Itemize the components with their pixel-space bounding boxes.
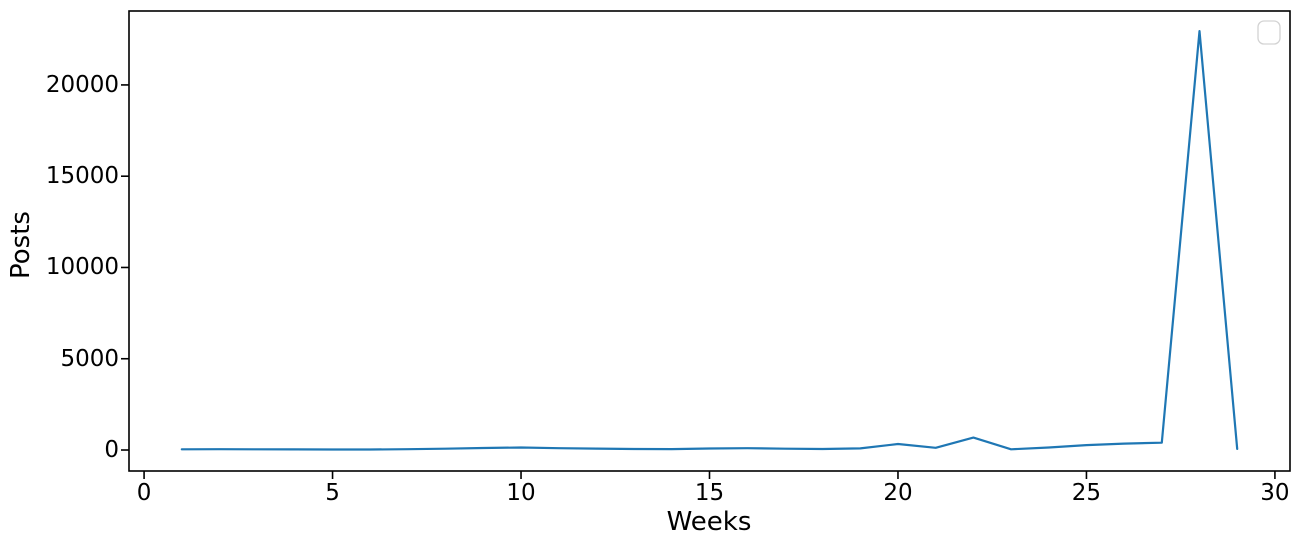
x-tick-label: 20 bbox=[883, 480, 913, 506]
plot-border bbox=[128, 10, 1291, 472]
x-tick-label: 30 bbox=[1260, 480, 1290, 506]
x-axis-label: Weeks bbox=[666, 507, 752, 537]
legend-box bbox=[1257, 20, 1281, 45]
y-tick-label: 10000 bbox=[45, 254, 119, 281]
x-tick-label: 10 bbox=[506, 480, 536, 506]
y-tick-label: 15000 bbox=[45, 163, 119, 190]
x-tick-label: 25 bbox=[1071, 480, 1102, 506]
y-tick-label: 20000 bbox=[45, 71, 119, 98]
y-tick-label: 5000 bbox=[60, 345, 119, 372]
y-tick-label: 0 bbox=[104, 437, 119, 463]
x-tick-label: 5 bbox=[325, 480, 340, 506]
posts-series-line bbox=[180, 30, 1239, 451]
x-tick-label: 15 bbox=[694, 480, 725, 506]
x-tick-label: 0 bbox=[136, 480, 152, 506]
